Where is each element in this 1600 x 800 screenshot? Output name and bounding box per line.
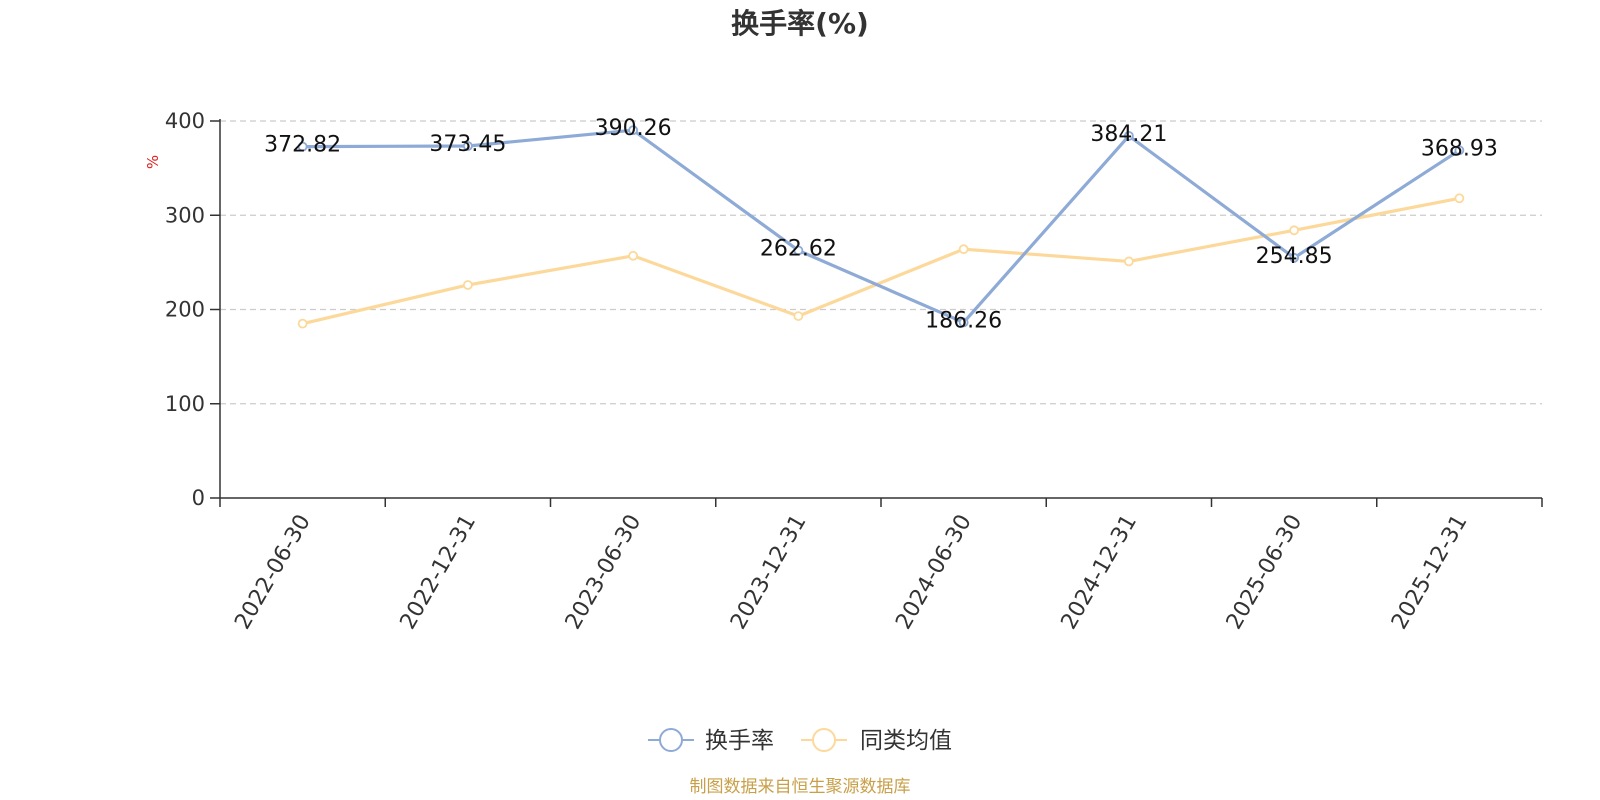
legend[interactable]: 换手率 同类均值 [648,728,952,754]
x-tick-label: 2023-06-30 [561,511,647,634]
data-point-peer-average [1123,256,1134,267]
data-point-turnover [1123,130,1134,141]
data-point-peer-average [462,280,473,290]
data-point-peer-average [297,318,308,329]
data-point-turnover [793,245,804,256]
x-tick-label: 2022-06-30 [230,511,316,634]
data-point-peer-average [793,311,804,321]
data-labels: 372.82 373.45 390.26 262.62 186.26 384.21 254.… [264,116,1498,333]
y-tick-label: 100 [165,392,205,416]
data-label: 384.21 [1090,122,1167,147]
x-tick-label: 2024-12-31 [1056,511,1142,634]
axes: 0 100 200 300 400 2022-06-30 2022-12-31 2023-06… [165,109,1543,634]
data-label: 368.93 [1421,136,1498,161]
grid-lines [220,120,1542,405]
legend-item-turnover[interactable]: 换手率 [648,728,774,754]
data-point-turnover [958,317,969,328]
data-label: 262.62 [760,236,837,261]
series-line-turnover [302,128,1461,325]
x-tick-label: 2023-12-31 [726,511,812,634]
data-point-turnover [628,125,639,136]
y-tick-label: 0 [192,486,205,510]
chart-title: 换手率(%) [731,7,869,40]
data-point-turnover [1289,252,1300,263]
y-tick-label: 400 [165,109,205,133]
data-label: 373.45 [429,132,506,157]
data-label: 372.82 [264,133,341,158]
data-label: 390.26 [595,116,672,141]
legend-circle-icon [659,728,683,752]
legend-circle-icon [812,728,836,752]
data-point-turnover [462,141,473,151]
data-point-peer-average [1289,225,1300,236]
legend-label-peer-average: 同类均值 [860,728,952,754]
data-label: 186.26 [925,308,1002,333]
legend-item-peer-average[interactable]: 同类均值 [801,728,952,754]
data-point-turnover [1454,145,1465,156]
x-tick-label: 2025-06-30 [1222,511,1308,634]
data-point-peer-average [1454,193,1465,204]
x-tick-label: 2025-12-31 [1387,511,1473,634]
y-tick-label: 200 [165,298,205,322]
y-axis-unit-label: % [144,155,162,169]
data-source-note: 制图数据来自恒生聚源数据库 [690,777,911,797]
legend-label-turnover: 换手率 [705,728,774,754]
data-point-peer-average [958,244,969,255]
data-point-turnover [297,141,308,152]
series-lines [297,125,1465,329]
data-point-peer-average [628,250,639,261]
y-tick-label: 300 [165,203,205,227]
data-label: 254.85 [1256,244,1333,269]
x-tick-label: 2024-06-30 [891,511,977,634]
x-tick-label: 2022-12-31 [395,511,481,634]
